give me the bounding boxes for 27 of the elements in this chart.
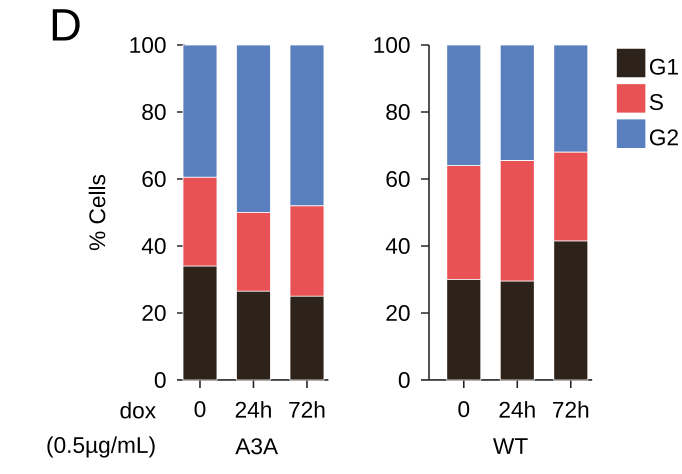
x-axis-title: WT: [493, 438, 528, 454]
y-tick-label: 100: [130, 36, 166, 54]
text: dox: [120, 402, 156, 418]
legend-label: G2: [650, 129, 678, 146]
y-tick-label: 80: [142, 104, 166, 120]
y-tick-label: 80: [386, 104, 410, 120]
x-axis-title: A3A: [235, 438, 278, 454]
text: (0.5µg/mL): [47, 436, 155, 458]
y-tick-label: 40: [142, 238, 166, 254]
x-tick-label: 0: [194, 401, 206, 418]
y-tick-label: 20: [386, 304, 410, 322]
x-tick-label: 24h: [500, 401, 535, 418]
legend-label: G1: [650, 58, 678, 75]
x-tick-label: 0: [458, 401, 470, 418]
x-tick-label: 72h: [553, 401, 588, 418]
text: D: [52, 9, 80, 40]
y-tick-label: 40: [386, 238, 410, 254]
y-axis-title: % Cells: [88, 174, 106, 250]
y-tick-label: 60: [386, 170, 410, 188]
legend-label: S: [650, 94, 663, 110]
y-tick-label: 0: [398, 372, 410, 388]
y-tick-label: 60: [142, 170, 166, 188]
y-tick-label: 100: [374, 36, 410, 54]
x-tick-label: 24h: [236, 401, 271, 418]
y-tick-label: 0: [154, 372, 166, 388]
y-tick-label: 20: [142, 304, 166, 322]
x-tick-label: 72h: [289, 401, 324, 418]
